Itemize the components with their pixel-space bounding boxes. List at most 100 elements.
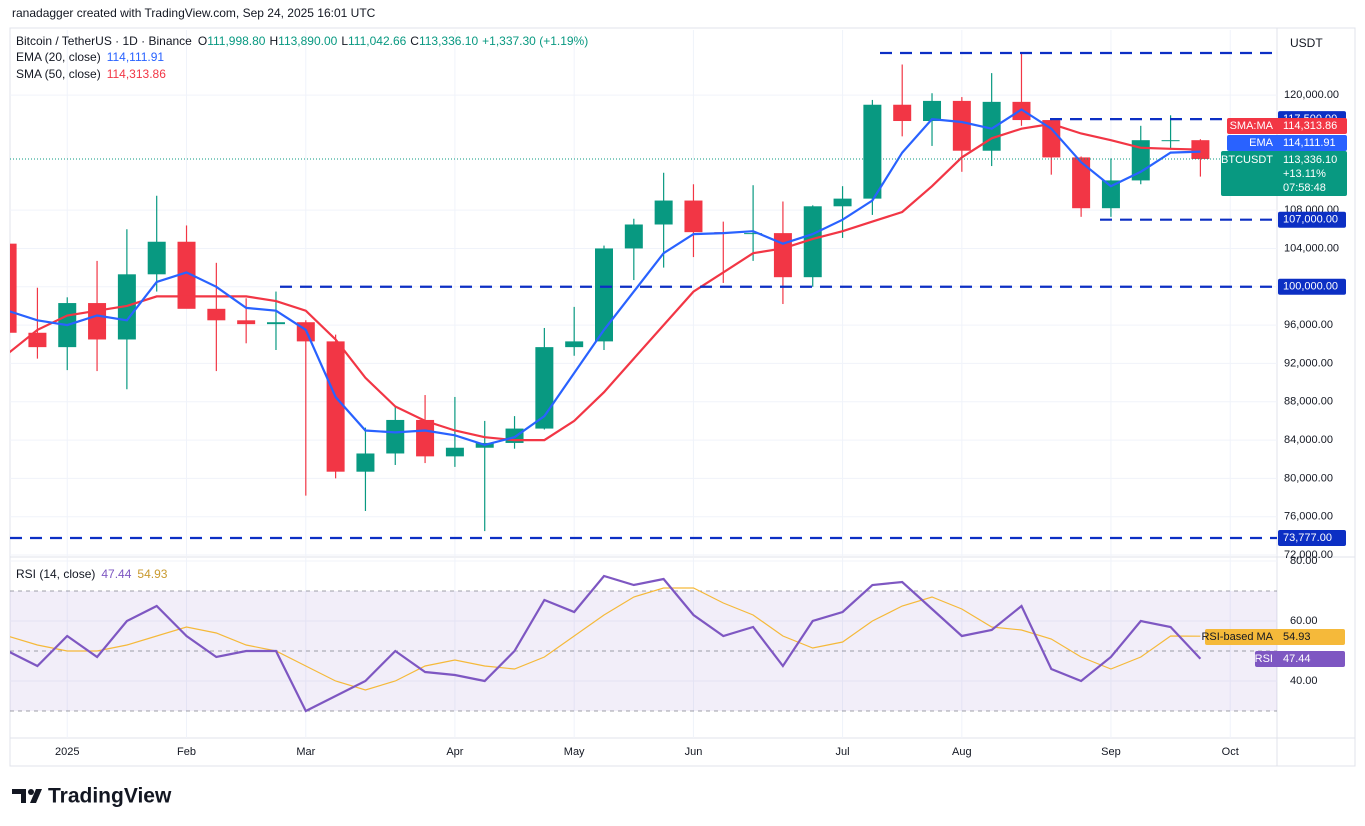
y-tick-label: 96,000.00 <box>1284 319 1333 331</box>
legend-text: 113,890.00 <box>278 34 337 48</box>
candle-body <box>1101 180 1120 209</box>
candle-body <box>88 303 107 340</box>
legend-row: Bitcoin / TetherUS · 1D · Binance O111,99… <box>16 34 588 48</box>
legend-text: C <box>410 34 419 48</box>
ma-tag-value: 114,111.91 <box>1283 137 1336 149</box>
rsi-tag-name: RSI-based MA <box>1201 631 1273 643</box>
x-tick-label: Jun <box>685 746 703 758</box>
legend-row: EMA (20, close) 114,111.91 <box>16 50 164 64</box>
x-tick-label: Feb <box>177 746 196 758</box>
legend: Bitcoin / TetherUS · 1D · Binance O111,99… <box>16 34 588 581</box>
legend-text: O <box>198 34 207 48</box>
legend-text: 47.44 <box>101 567 131 581</box>
candle-body <box>1072 157 1091 209</box>
candle-body <box>386 419 405 454</box>
x-tick-label: May <box>564 746 585 758</box>
rsi-line <box>10 574 1202 713</box>
legend-text: +1,337.30 (+1.19%) <box>482 34 588 48</box>
legend-text: RSI (14, close) <box>16 567 95 581</box>
y-tick-label: 84,000.00 <box>1284 434 1333 446</box>
x-tick-label: 2025 <box>55 746 79 758</box>
grid <box>10 30 1277 738</box>
ma-tag-value: 114,313.86 <box>1283 120 1337 132</box>
rsi-tag <box>1255 651 1345 667</box>
ma-tag <box>1227 118 1347 134</box>
candle-body <box>982 101 1001 151</box>
rsi-lines <box>10 574 1202 713</box>
candle-body <box>744 233 763 235</box>
level-tag <box>1278 211 1346 228</box>
level-tag <box>1278 278 1346 295</box>
candle-body <box>266 322 285 325</box>
y-tick-label: 72,000.00 <box>1284 549 1333 561</box>
candle-body <box>1012 101 1031 121</box>
candle-body <box>28 332 47 348</box>
x-tick-label: Aug <box>952 746 972 758</box>
legend-text: Bitcoin / TetherUS · 1D · Binance <box>16 34 192 48</box>
legend-text: 111,042.66 <box>348 34 407 48</box>
price-tag-name: BTCUSDT <box>1221 154 1273 166</box>
y-tick-label: 120,000.00 <box>1284 89 1339 101</box>
candle-body <box>833 198 852 207</box>
level-tag-label: 107,000.00 <box>1283 214 1338 226</box>
legend-text: SMA (50, close) <box>16 67 101 81</box>
legend-text: 54.93 <box>137 567 167 581</box>
candles <box>10 52 1210 532</box>
candle-body <box>1042 120 1061 158</box>
x-tick-label: Jul <box>836 746 850 758</box>
rsi-line <box>10 587 1201 691</box>
legend-text: 113,336.10 <box>419 34 478 48</box>
candle-body <box>654 200 673 225</box>
ma-tag-name: SMA:MA <box>1230 120 1274 132</box>
candle-body <box>147 241 166 275</box>
candle-body <box>952 100 971 151</box>
legend-row: SMA (50, close) 114,313.86 <box>16 67 166 81</box>
x-tick-label: Oct <box>1222 746 1239 758</box>
candle-body <box>923 100 942 122</box>
moving-average <box>10 108 1201 447</box>
ma-tag-name: EMA <box>1249 137 1274 149</box>
candle-body <box>10 243 17 333</box>
rsi-tag-value: 54.93 <box>1283 631 1311 643</box>
candle-body <box>863 104 882 199</box>
y-tick-label: 104,000.00 <box>1284 242 1339 254</box>
frame <box>9 27 1356 767</box>
candle-body <box>207 308 226 321</box>
candle-body <box>326 341 345 472</box>
x-tick-label: Apr <box>446 746 463 758</box>
moving-average <box>10 122 1201 442</box>
y-tick-label: 92,000.00 <box>1284 357 1333 369</box>
candle-body <box>416 419 435 457</box>
rsi-tag-value: 47.44 <box>1283 653 1311 665</box>
legend-text: EMA (20, close) <box>16 50 101 64</box>
level-tag <box>1278 530 1346 547</box>
legend-text: 114,111.91 <box>107 50 165 64</box>
candle-body <box>356 453 375 472</box>
rsi-tag-name: RSI <box>1255 653 1273 665</box>
x-tick-label: Mar <box>296 746 315 758</box>
rsi-tag <box>1205 629 1345 645</box>
y-tick-label: 88,000.00 <box>1284 396 1333 408</box>
currency: USDT <box>1290 36 1323 50</box>
candle-body <box>684 200 703 233</box>
candle-body <box>624 224 643 249</box>
price-tag-countdown: 07:58:48 <box>1283 182 1326 194</box>
candle-body <box>773 233 792 278</box>
plot <box>10 51 1277 713</box>
candle-body <box>595 248 613 342</box>
ma-tag <box>1227 135 1347 151</box>
credit: ranadagger created with TradingView.com,… <box>12 6 376 20</box>
level-tag-label: 100,000.00 <box>1283 281 1338 293</box>
candle-body <box>1131 140 1150 181</box>
candle-body <box>177 241 196 309</box>
y-tick-label: 40.00 <box>1290 675 1318 687</box>
legend-text: 111,998.80 <box>207 34 266 48</box>
logo <box>12 789 42 803</box>
legend-text: L <box>341 34 348 48</box>
x-tick-label: Sep <box>1101 746 1121 758</box>
y-tick-label: 80.00 <box>1290 555 1318 567</box>
candle-body <box>803 206 822 278</box>
candle-body <box>1161 140 1180 142</box>
y-tick-label: 60.00 <box>1290 615 1318 627</box>
